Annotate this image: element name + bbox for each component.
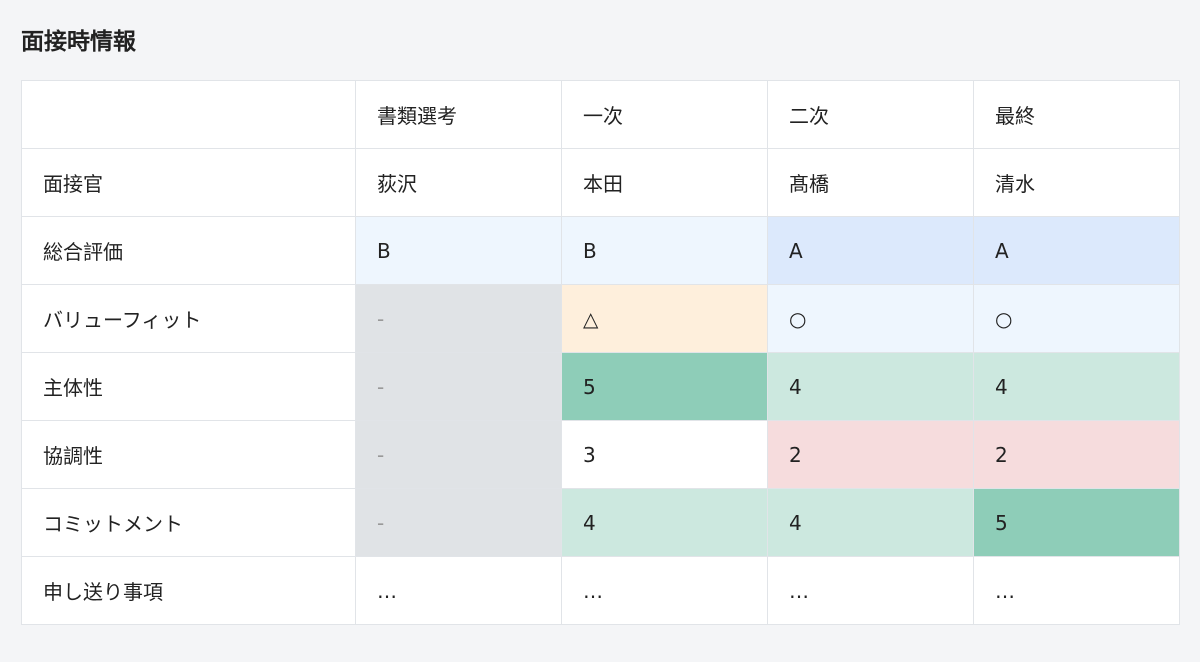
cell: -: [355, 488, 562, 557]
cell[interactable]: …: [973, 556, 1180, 625]
cell: ○: [973, 284, 1180, 353]
row-label: 総合評価: [21, 216, 356, 285]
table-row: 主体性 - 5 4 4: [21, 352, 1180, 421]
cell: 髙橋: [767, 148, 974, 217]
header-cell: [21, 80, 356, 149]
cell: 4: [561, 488, 768, 557]
row-label: 主体性: [21, 352, 356, 421]
row-label: 協調性: [21, 420, 356, 489]
table-row: バリューフィット - △ ○ ○: [21, 284, 1180, 353]
row-label: バリューフィット: [21, 284, 356, 353]
cell: 4: [973, 352, 1180, 421]
section-title: 面接時情報: [21, 29, 136, 55]
cell: B: [355, 216, 562, 285]
cell: 4: [767, 352, 974, 421]
cell: 本田: [561, 148, 768, 217]
cell[interactable]: …: [561, 556, 768, 625]
table-row: 協調性 - 3 2 2: [21, 420, 1180, 489]
interview-table: 書類選考 一次 二次 最終 面接官 荻沢 本田 髙橋 清水 総合評価 B B A…: [21, 80, 1180, 625]
cell: A: [973, 216, 1180, 285]
table-row: 面接官 荻沢 本田 髙橋 清水: [21, 148, 1180, 217]
header-cell: 書類選考: [355, 80, 562, 149]
row-label: 申し送り事項: [21, 556, 356, 625]
cell: 5: [561, 352, 768, 421]
table-row: 申し送り事項 … … … …: [21, 556, 1180, 625]
cell: -: [355, 352, 562, 421]
header-cell: 一次: [561, 80, 768, 149]
cell: B: [561, 216, 768, 285]
cell: 清水: [973, 148, 1180, 217]
header-row: 書類選考 一次 二次 最終: [21, 80, 1180, 149]
cell[interactable]: …: [767, 556, 974, 625]
cell: ○: [767, 284, 974, 353]
table-row: 総合評価 B B A A: [21, 216, 1180, 285]
header-cell: 最終: [973, 80, 1180, 149]
cell: 荻沢: [355, 148, 562, 217]
header-cell: 二次: [767, 80, 974, 149]
cell: 2: [767, 420, 974, 489]
row-label: 面接官: [21, 148, 356, 217]
cell: 5: [973, 488, 1180, 557]
cell: -: [355, 284, 562, 353]
cell: △: [561, 284, 768, 353]
cell: 4: [767, 488, 974, 557]
cell[interactable]: …: [355, 556, 562, 625]
row-label: コミットメント: [21, 488, 356, 557]
cell: A: [767, 216, 974, 285]
cell: -: [355, 420, 562, 489]
cell: 2: [973, 420, 1180, 489]
table-row: コミットメント - 4 4 5: [21, 488, 1180, 557]
cell: 3: [561, 420, 768, 489]
